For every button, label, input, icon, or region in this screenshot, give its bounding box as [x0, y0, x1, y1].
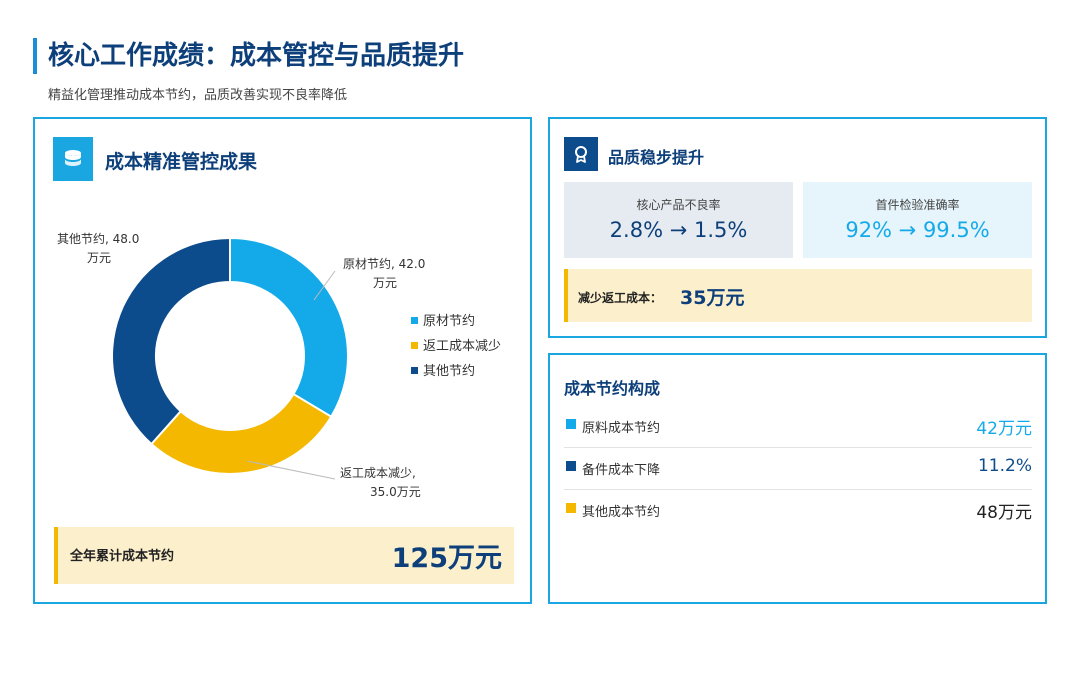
donut-slice-1: [149, 392, 333, 475]
annual-savings-summary: 全年累计成本节约 125万元: [54, 527, 514, 584]
quality-card-title: 品质稳步提升: [608, 148, 705, 167]
rework-savings-summary: 减少返工成本： 35万元: [564, 269, 1032, 322]
cost-control-card: 成本精准管控成果 原材节约, 42.0 万元 返工成本减少, 35.0万元 其他节约, …: [33, 117, 532, 604]
composition-value: 42万元: [976, 419, 1032, 439]
leader-line: [313, 270, 336, 301]
defect-rate-metric: 核心产品不良率 2.8% → 1.5%: [564, 182, 793, 258]
donut-slice-2: [111, 236, 231, 446]
page-subtitle: 精益化管理推动成本节约，品质改善实现不良率降低: [48, 88, 348, 103]
composition-card-title: 成本节约构成: [564, 379, 661, 398]
legend-label: 其他节约: [423, 364, 475, 379]
list-item: 原料成本节约 42万元: [564, 405, 1032, 448]
legend-swatch: [411, 367, 418, 374]
coins-icon: [53, 137, 93, 181]
donut-slice-0: [229, 236, 349, 419]
rework-savings-value: 35万元: [680, 287, 745, 309]
annual-savings-value: 125万元: [391, 543, 502, 574]
rework-savings-label: 减少返工成本：: [578, 291, 663, 305]
legend-swatch: [411, 342, 418, 349]
award-ribbon-icon: [564, 137, 598, 171]
legend-label: 返工成本减少: [423, 339, 501, 354]
leader-line: [246, 460, 336, 480]
slice-data-label: 原材节约, 42.0 万元: [343, 256, 425, 290]
metric-value: 92% → 99.5%: [845, 218, 990, 242]
composition-value: 11.2%: [977, 456, 1032, 476]
slice-data-label: 其他节约, 48.0 万元: [57, 231, 139, 265]
savings-composition-card: 成本节约构成 原料成本节约 42万元 备件成本下降 11.2% 其他成本节约 4…: [548, 353, 1047, 604]
list-item: 其他成本节约 48万元: [564, 489, 1032, 531]
legend-label: 原材节约: [423, 314, 475, 329]
legend-square: [566, 419, 576, 429]
title-accent-bar: [33, 38, 37, 74]
composition-value: 48万元: [976, 503, 1032, 523]
first-article-accuracy-metric: 首件检验准确率 92% → 99.5%: [803, 182, 1032, 258]
page-title: 核心工作成绩：成本管控与品质提升: [48, 41, 465, 71]
legend-swatch: [411, 317, 418, 324]
metric-label: 首件检验准确率: [875, 198, 960, 212]
slice-data-label: 返工成本减少, 35.0万元: [340, 466, 421, 499]
annual-savings-label: 全年累计成本节约: [70, 549, 175, 564]
legend-square: [566, 503, 576, 513]
quality-card: 品质稳步提升 核心产品不良率 2.8% → 1.5% 首件检验准确率 92% →…: [548, 117, 1047, 338]
metric-label: 核心产品不良率: [636, 198, 721, 212]
metric-value: 2.8% → 1.5%: [609, 218, 748, 242]
cost-card-title: 成本精准管控成果: [105, 151, 258, 173]
legend-square: [566, 461, 576, 471]
composition-label: 备件成本下降: [582, 463, 661, 478]
composition-label: 原料成本节约: [582, 421, 661, 436]
composition-label: 其他成本节约: [582, 505, 661, 520]
list-item: 备件成本下降 11.2%: [564, 447, 1032, 490]
